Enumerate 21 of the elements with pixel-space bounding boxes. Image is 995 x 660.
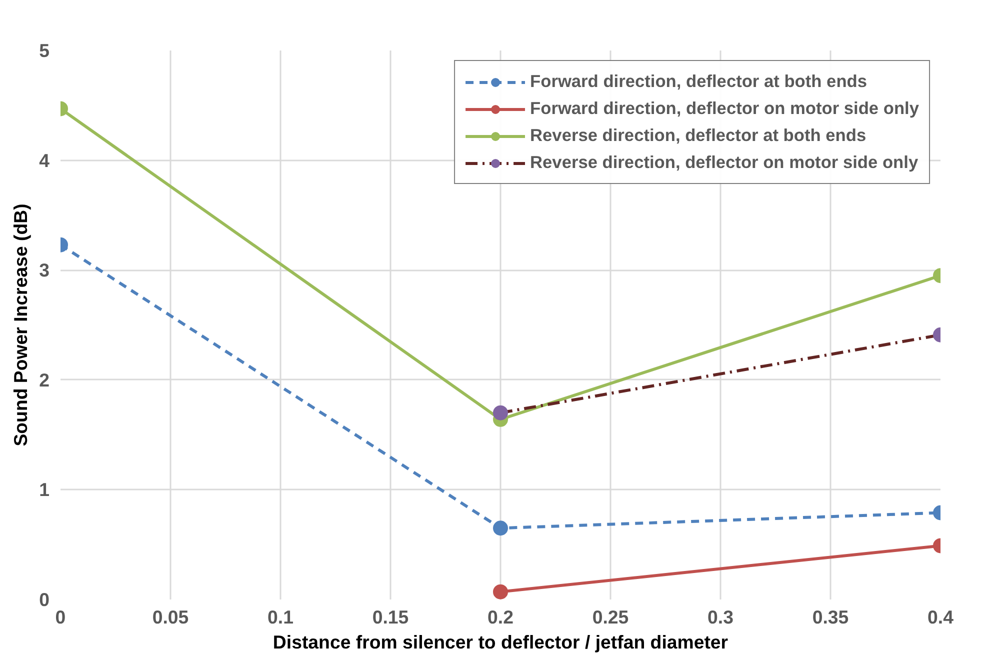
x-tick-label: 0.4 xyxy=(928,606,954,628)
legend-label: Reverse direction, deflector on motor side only xyxy=(530,152,918,173)
y-tick-label: 0 xyxy=(39,589,50,610)
y-tick-label: 5 xyxy=(39,40,50,61)
x-axis-title: Distance from silencer to deflector / jetfan diameter xyxy=(272,632,728,652)
y-axis-title: Sound Power Increase (dB) xyxy=(10,204,32,446)
y-tick-label: 1 xyxy=(39,479,50,500)
x-tick-label: 0.2 xyxy=(488,606,514,628)
y-tick-label: 3 xyxy=(39,260,50,281)
x-tick-label: 0.1 xyxy=(268,606,294,628)
x-tick-label: 0.35 xyxy=(812,606,849,628)
x-tick-label: 0 xyxy=(55,606,66,628)
legend-label: Forward direction, deflector at both ends xyxy=(530,71,867,92)
legend-label: Reverse direction, deflector at both ends xyxy=(530,125,866,146)
legend-label: Forward direction, deflector on motor side only xyxy=(530,98,919,119)
y-tick-label: 2 xyxy=(39,369,50,390)
y-tick-label: 4 xyxy=(39,150,50,171)
x-tick-label: 0.25 xyxy=(592,606,629,628)
x-tick-label: 0.3 xyxy=(708,606,734,628)
x-tick-label: 0.15 xyxy=(372,606,409,628)
x-tick-label: 0.05 xyxy=(152,606,189,628)
